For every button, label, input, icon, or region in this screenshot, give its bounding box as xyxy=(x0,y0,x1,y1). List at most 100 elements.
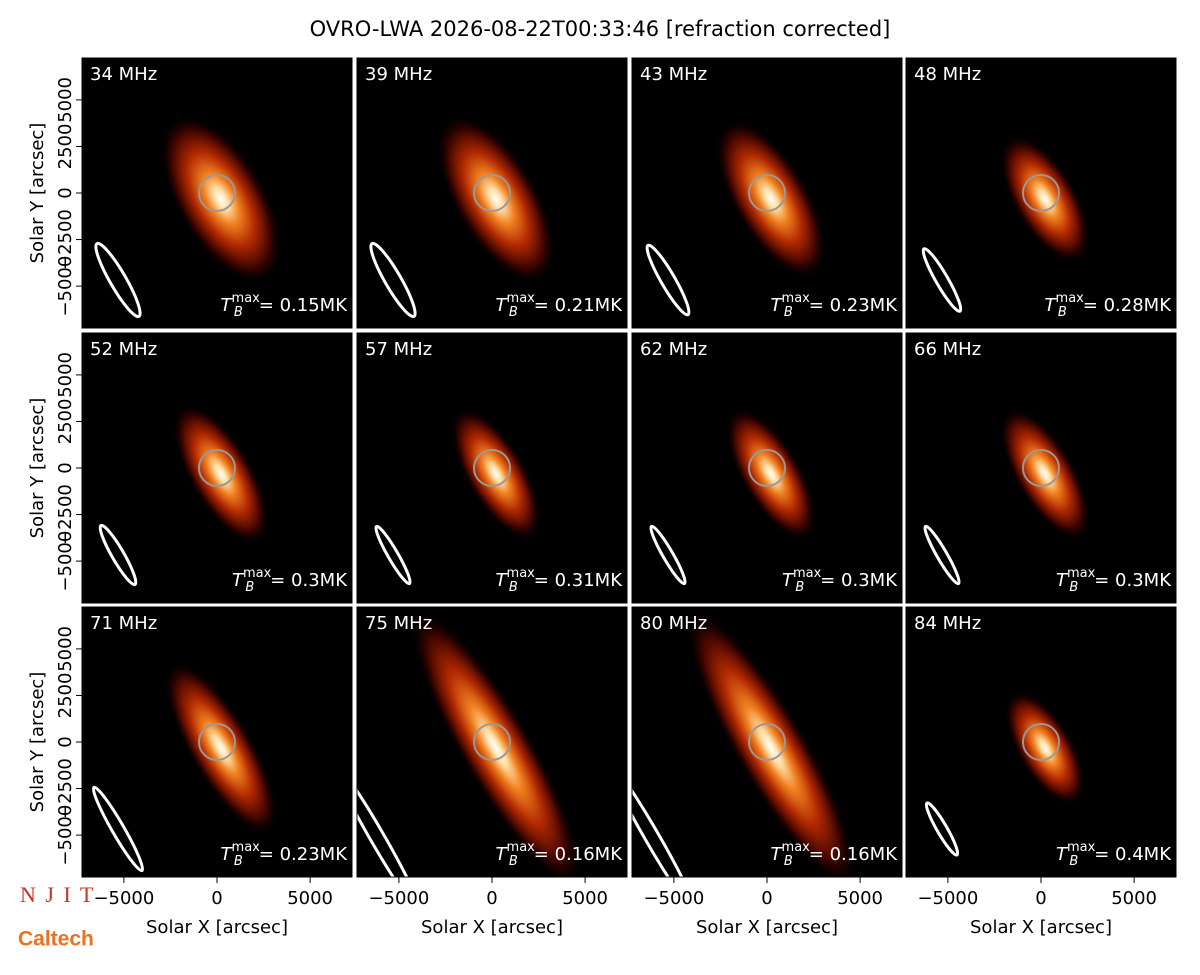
x-tick-label: −5000 xyxy=(643,888,704,909)
emission xyxy=(436,114,556,284)
tb-sup: max xyxy=(782,840,811,855)
solar-limb xyxy=(748,174,786,212)
x-tick-label: −5000 xyxy=(917,888,978,909)
tb-max-label: Tmax B = 0.3MK xyxy=(782,566,898,595)
y-tick-label: −5000 xyxy=(55,531,76,592)
solar-limb xyxy=(473,449,511,487)
tb-sub: B xyxy=(245,580,254,595)
x-tick-label: 5000 xyxy=(287,888,333,909)
tb-max-label: Tmax B = 0.31MK xyxy=(496,566,624,595)
tb-symbol: T xyxy=(221,295,234,316)
tb-value: = 0.31MK xyxy=(534,570,623,591)
x-tick-label: 0 xyxy=(211,888,222,909)
tb-value: = 0.16MK xyxy=(534,844,623,865)
solar-limb xyxy=(473,174,511,212)
beam xyxy=(357,761,422,877)
tb-sub: B xyxy=(1069,580,1078,595)
y-tick-label: −5000 xyxy=(55,805,76,866)
panel: 66 MHz Tmax B = 0.3MK xyxy=(906,333,1176,603)
tb-sub: B xyxy=(509,305,518,320)
tb-sup: max xyxy=(243,566,272,581)
y-tick-label: −2500 xyxy=(55,758,76,819)
y-tick-label: 2500 xyxy=(55,673,76,719)
x-tick-label: −5000 xyxy=(368,888,429,909)
tb-max-label: Tmax B = 0.16MK xyxy=(771,840,899,869)
tb-sup: max xyxy=(507,291,536,306)
tb-sub: B xyxy=(234,305,243,320)
panel: 80 MHz Tmax B = 0.16MK xyxy=(632,607,902,877)
emission xyxy=(999,134,1091,264)
y-axis-label: Solar Y [arcsec] xyxy=(27,398,48,539)
emission xyxy=(999,407,1091,541)
tb-symbol: T xyxy=(771,844,784,865)
beam xyxy=(645,243,691,317)
tb-sup: max xyxy=(507,566,536,581)
tb-sup: max xyxy=(507,840,536,855)
beam xyxy=(98,523,138,587)
panel-frame xyxy=(356,57,628,329)
tb-symbol: T xyxy=(496,295,509,316)
tb-symbol: T xyxy=(232,570,245,591)
frequency-label: 75 MHz xyxy=(365,613,432,634)
tb-symbol: T xyxy=(1045,295,1058,316)
tb-sup: max xyxy=(232,291,261,306)
solar-limb xyxy=(473,723,511,761)
solar-limb xyxy=(748,723,786,761)
beam xyxy=(632,761,697,877)
solar-limb xyxy=(198,174,236,212)
panel: 84 MHz Tmax B = 0.4MK xyxy=(906,607,1176,877)
emission xyxy=(715,118,827,280)
emission xyxy=(450,407,542,541)
tb-symbol: T xyxy=(1056,570,1069,591)
solar-limb xyxy=(198,723,236,761)
y-axis-label: Solar Y [arcsec] xyxy=(27,123,48,264)
y-tick-label: −5000 xyxy=(55,256,76,317)
tb-max-label: Tmax B = 0.16MK xyxy=(496,840,624,869)
tb-symbol: T xyxy=(782,570,795,591)
frequency-label: 48 MHz xyxy=(914,64,981,85)
beam xyxy=(374,524,412,586)
x-tick-label: 5000 xyxy=(837,888,883,909)
frequency-label: 39 MHz xyxy=(365,64,432,85)
x-tick-label: −5000 xyxy=(93,888,154,909)
beam xyxy=(921,247,963,313)
tb-symbol: T xyxy=(496,570,509,591)
tb-value: = 0.16MK xyxy=(809,844,898,865)
panel-frame xyxy=(631,332,903,604)
x-axis-label: Solar X [arcsec] xyxy=(421,917,563,938)
emission xyxy=(725,407,817,541)
frequency-label: 66 MHz xyxy=(914,339,981,360)
tb-max-label: Tmax B = 0.3MK xyxy=(1056,566,1172,595)
tb-value: = 0.21MK xyxy=(534,295,623,316)
panel: 75 MHz Tmax B = 0.16MK xyxy=(357,607,627,877)
tb-value: = 0.23MK xyxy=(259,844,348,865)
logo: N J I T xyxy=(20,882,95,907)
emission xyxy=(1004,689,1086,807)
panel-frame xyxy=(631,57,903,329)
beam xyxy=(369,241,417,319)
tb-max-label: Tmax B = 0.3MK xyxy=(232,566,348,595)
frequency-label: 52 MHz xyxy=(90,339,157,360)
x-tick-label: 5000 xyxy=(1111,888,1157,909)
y-tick-label: 2500 xyxy=(55,399,76,445)
x-axis-label: Solar X [arcsec] xyxy=(146,917,288,938)
tb-symbol: T xyxy=(221,844,234,865)
tb-sup: max xyxy=(1067,566,1096,581)
logo: Caltech xyxy=(18,928,94,951)
tb-max-label: Tmax B = 0.15MK xyxy=(221,291,349,320)
tb-sub: B xyxy=(795,580,804,595)
frequency-label: 80 MHz xyxy=(640,613,707,634)
frequency-label: 84 MHz xyxy=(914,613,981,634)
solar-limb xyxy=(1022,723,1060,761)
tb-value: = 0.3MK xyxy=(1094,570,1172,591)
panel: 48 MHz Tmax B = 0.28MK xyxy=(906,58,1176,328)
emission xyxy=(172,402,270,546)
frequency-label: 62 MHz xyxy=(640,339,707,360)
x-tick-label: 0 xyxy=(1035,888,1046,909)
panel: 62 MHz Tmax B = 0.3MK xyxy=(632,333,902,603)
emission xyxy=(163,659,279,837)
beam xyxy=(91,785,145,873)
x-axis-label: Solar X [arcsec] xyxy=(696,917,838,938)
tb-sub: B xyxy=(1069,854,1078,869)
y-tick-label: 5000 xyxy=(55,352,76,398)
